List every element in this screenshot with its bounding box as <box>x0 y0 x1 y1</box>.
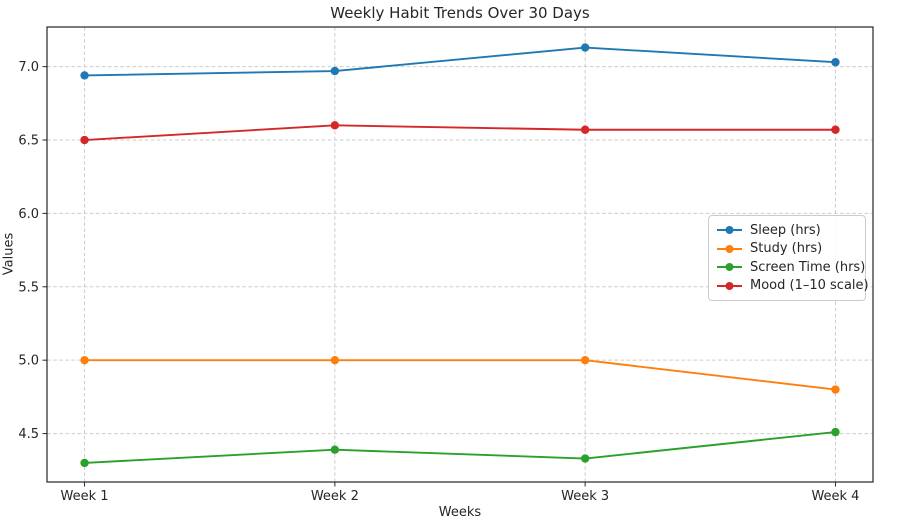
legend-label: Study (hrs) <box>750 241 823 257</box>
y-tick-label-5.0: 5.0 <box>18 354 39 369</box>
legend-item-mood-1-10-scale: Mood (1–10 scale) <box>716 277 869 296</box>
legend-sample-marker <box>725 226 734 235</box>
legend-item-sleep-hrs: Sleep (hrs) <box>716 221 857 240</box>
legend-label: Sleep (hrs) <box>750 222 821 238</box>
legend-line-marker-icon <box>717 281 742 290</box>
legend-label: Mood (1–10 scale) <box>750 278 869 294</box>
data-point-screen-time-hrs-week-4 <box>831 427 840 437</box>
x-tick-label-week-4: Week 4 <box>811 489 859 504</box>
data-point-sleep-hrs-week-3 <box>580 43 590 52</box>
data-point-mood-1-10-scale-week-1 <box>80 135 89 145</box>
data-point-mood-1-10-scale-week-2 <box>330 121 340 130</box>
chart-title: Weekly Habit Trends Over 30 Days <box>330 4 590 22</box>
x-tick-label-week-3: Week 3 <box>561 489 609 504</box>
data-point-mood-1-10-scale-week-4 <box>831 125 840 134</box>
y-tick-label-7.0: 7.0 <box>18 60 39 75</box>
series-line-screen-time-hrs <box>84 431 836 464</box>
data-point-screen-time-hrs-week-1 <box>80 458 89 468</box>
legend-sample-marker <box>725 244 734 253</box>
legend-line-marker-icon <box>717 244 742 253</box>
data-point-study-hrs-week-2 <box>330 355 340 365</box>
y-tick-label-5.5: 5.5 <box>18 280 39 295</box>
series-line-mood-1-10-scale <box>84 124 836 141</box>
data-point-screen-time-hrs-week-2 <box>330 445 340 454</box>
series-line-sleep-hrs <box>84 46 836 77</box>
series-line-study-hrs <box>84 359 836 391</box>
legend-item-study-hrs: Study (hrs) <box>716 240 857 259</box>
data-point-study-hrs-week-3 <box>580 355 590 365</box>
data-point-study-hrs-week-4 <box>831 385 840 394</box>
legend-sample-marker <box>725 281 734 290</box>
legend-line-marker-icon <box>717 263 742 272</box>
x-tick-label-week-2: Week 2 <box>311 489 359 504</box>
data-point-sleep-hrs-week-1 <box>80 71 89 80</box>
data-point-sleep-hrs-week-4 <box>831 58 840 67</box>
legend-item-screen-time-hrs: Screen Time (hrs) <box>716 258 865 277</box>
legend: Sleep (hrs) Study (hrs) Screen Time (hrs) M… <box>708 215 869 301</box>
y-axis-label: Values <box>1 232 17 276</box>
y-tick-label-6.5: 6.5 <box>18 134 39 149</box>
y-tick-label-6.0: 6.0 <box>18 207 39 222</box>
legend-line-marker-icon <box>717 226 742 235</box>
legend-label: Screen Time (hrs) <box>750 259 866 275</box>
data-point-sleep-hrs-week-2 <box>330 66 340 76</box>
legend-sample-marker <box>725 263 734 272</box>
data-point-mood-1-10-scale-week-3 <box>580 125 590 134</box>
y-tick-label-4.5: 4.5 <box>18 427 39 442</box>
axes-spines <box>46 26 874 483</box>
x-axis-label: Weeks <box>438 505 482 520</box>
data-point-screen-time-hrs-week-3 <box>580 454 590 463</box>
data-point-study-hrs-week-1 <box>80 355 89 365</box>
x-tick-label-week-1: Week 1 <box>61 489 109 504</box>
